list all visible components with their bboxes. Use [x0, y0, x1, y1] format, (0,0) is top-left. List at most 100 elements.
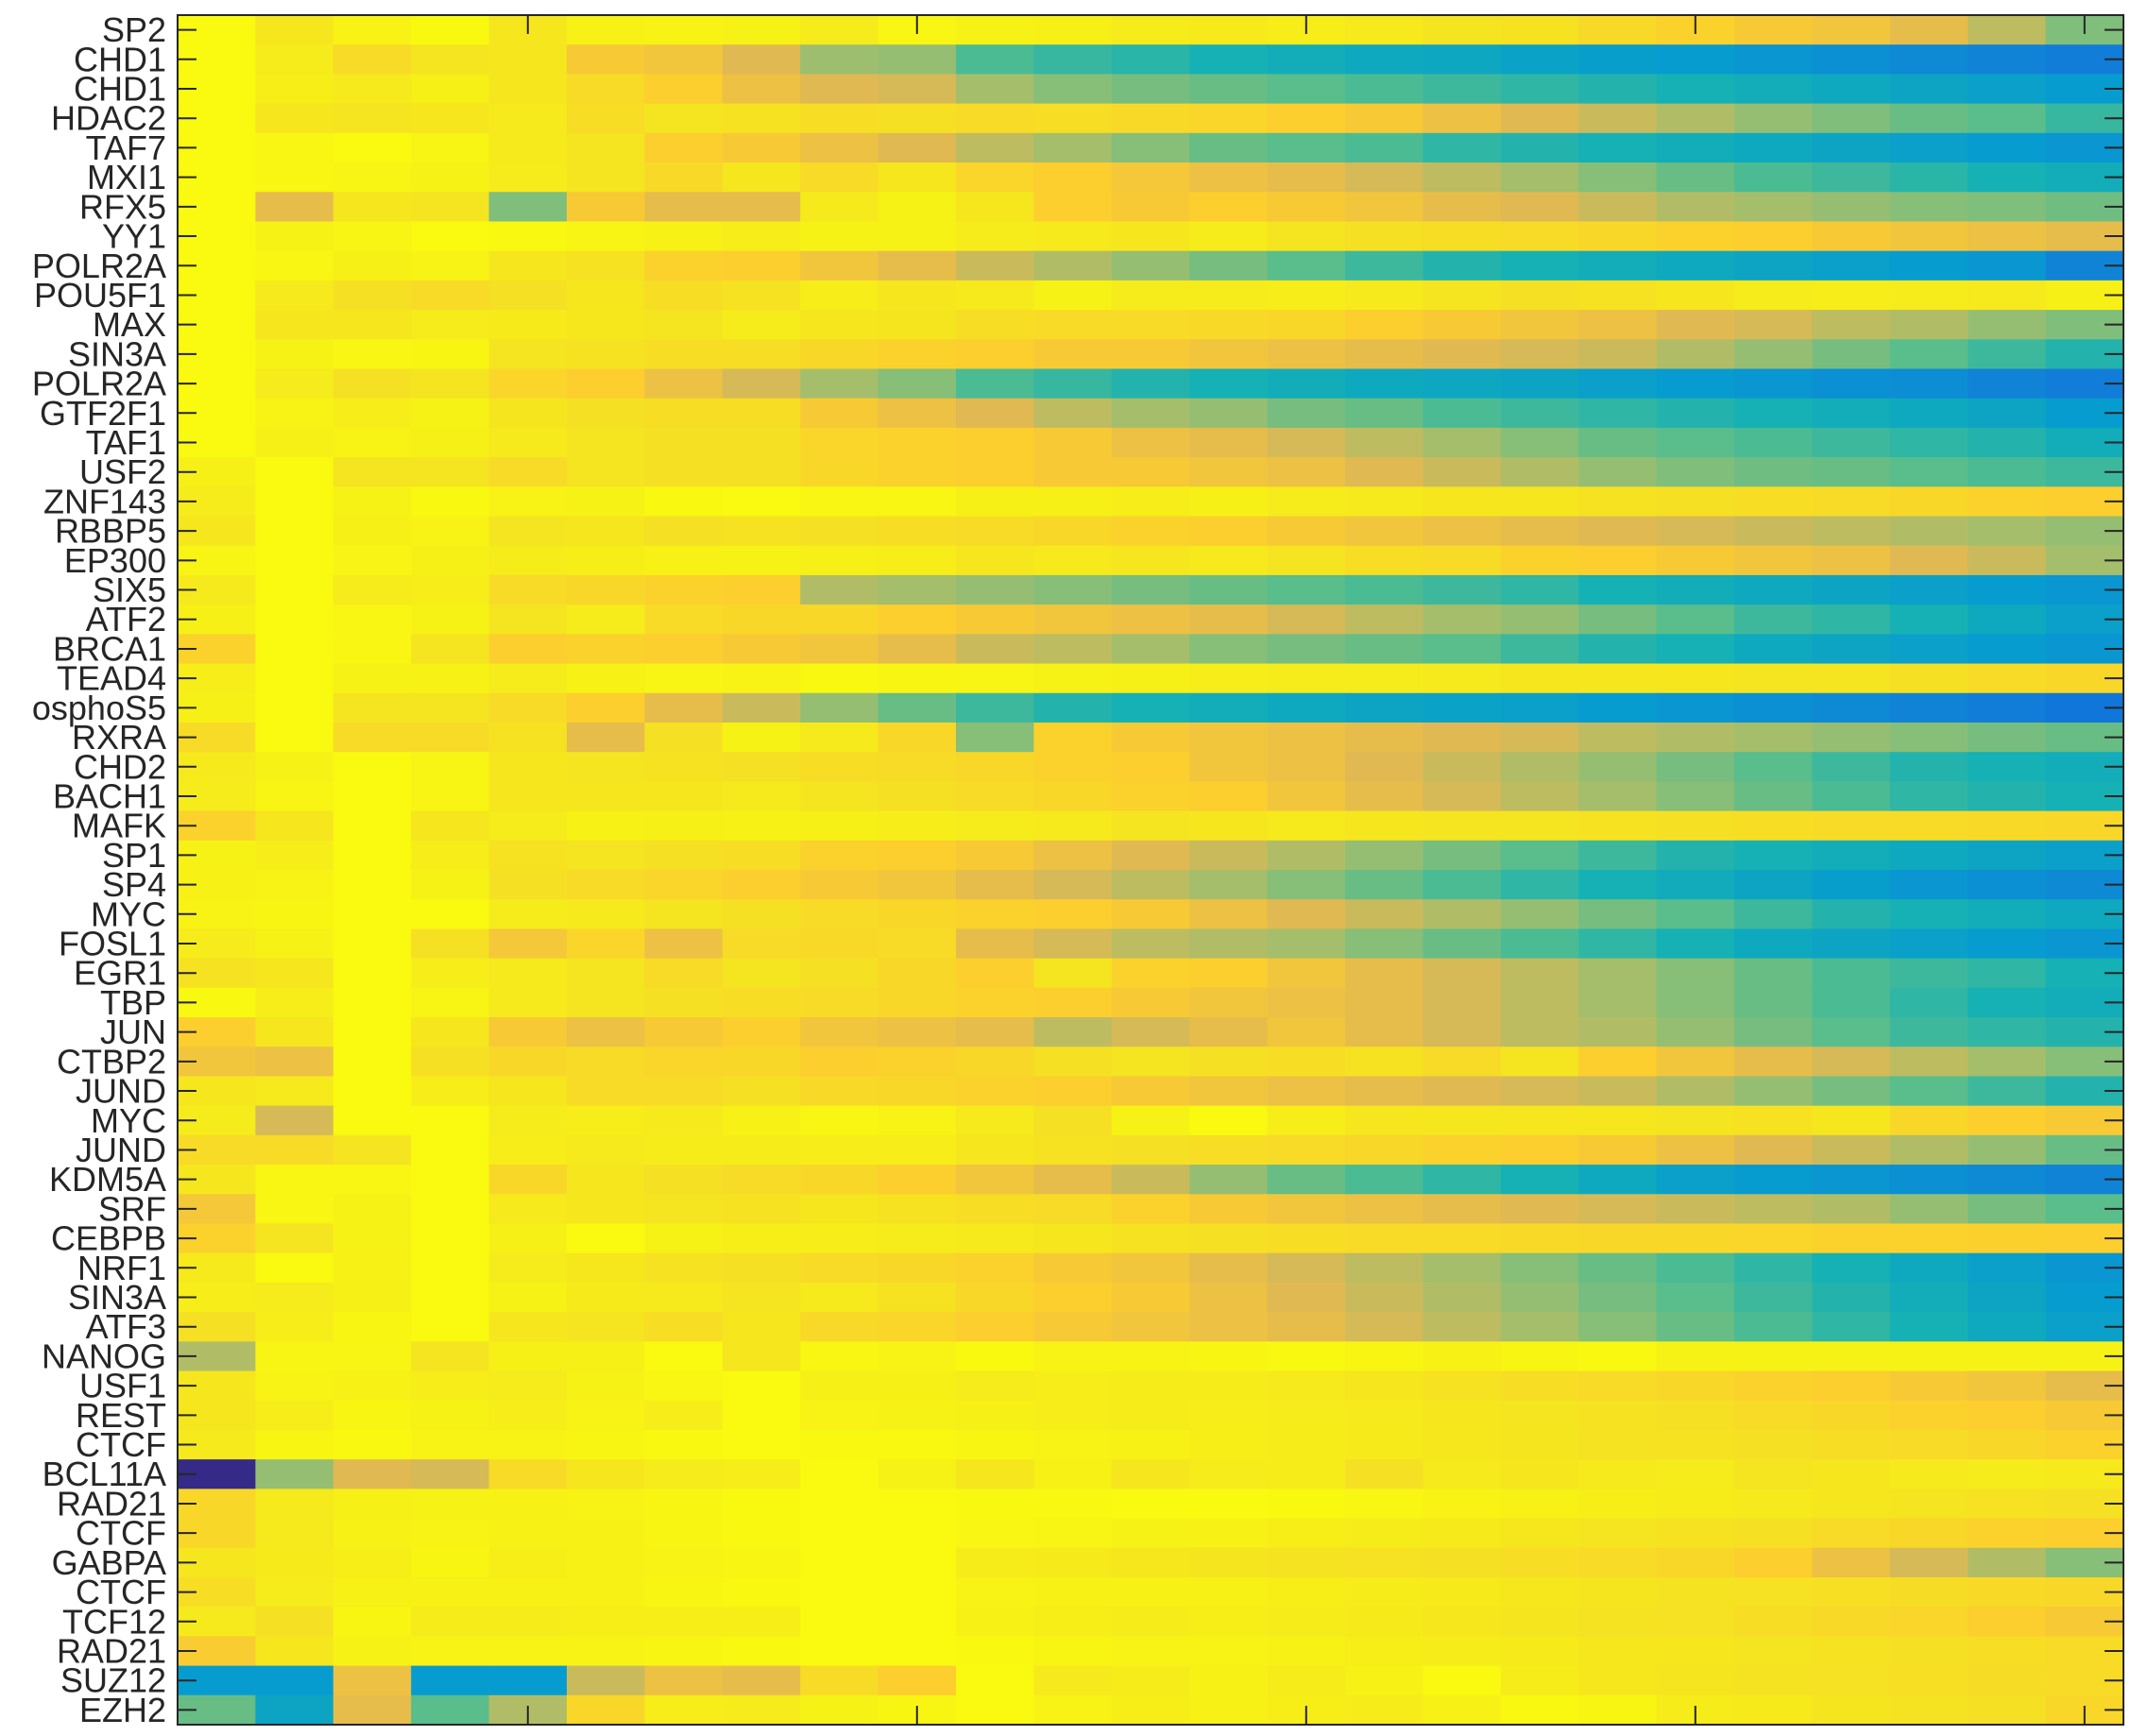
- heatmap-cell: [1345, 1400, 1424, 1431]
- heatmap-cell: [1267, 486, 1346, 518]
- heatmap-cell: [411, 604, 490, 635]
- heatmap-cell: [332, 1370, 412, 1402]
- heatmap-cell: [1812, 1017, 1891, 1047]
- heatmap-cell: [1812, 1105, 1891, 1136]
- heatmap-cell: [1267, 1134, 1346, 1166]
- heatmap-cell: [722, 103, 801, 134]
- heatmap-cell: [332, 1665, 412, 1696]
- heatmap-cell: [1578, 132, 1658, 163]
- heatmap-cell: [332, 1252, 412, 1284]
- heatmap-cell: [1500, 310, 1579, 340]
- heatmap-cell: [1111, 1194, 1190, 1225]
- heatmap-cell: [1734, 574, 1813, 605]
- heatmap-cell: [1656, 545, 1735, 576]
- heatmap-cell: [1111, 1252, 1190, 1284]
- heatmap-cell: [1968, 752, 2047, 782]
- heatmap-cell: [1968, 339, 2047, 370]
- heatmap-cell: [1968, 1489, 2047, 1520]
- heatmap-cell: [956, 899, 1034, 930]
- heatmap-cell: [1968, 103, 2047, 134]
- heatmap-cell: [878, 427, 957, 458]
- heatmap-cell: [1578, 1047, 1658, 1078]
- heatmap-cell: [1812, 339, 1891, 370]
- heatmap-cell: [1734, 1636, 1813, 1667]
- heatmap-cell: [1889, 221, 1969, 252]
- heatmap-cell: [488, 1223, 568, 1254]
- heatmap-cell: [1968, 840, 2047, 871]
- heatmap-cell: [1267, 1636, 1346, 1667]
- heatmap-cell: [1656, 1370, 1735, 1402]
- heatmap-cell: [1111, 840, 1190, 871]
- heatmap-cell: [1812, 398, 1891, 429]
- heatmap-cell: [722, 1636, 801, 1667]
- heatmap-cell: [1033, 1017, 1113, 1047]
- heatmap-cell: [411, 840, 490, 871]
- heatmap-cell: [1968, 1694, 2047, 1726]
- heatmap-cell: [722, 1607, 801, 1637]
- heatmap-cell: [1578, 1607, 1658, 1637]
- row-label: KDM5A: [49, 1160, 166, 1199]
- row-label: SIX5: [93, 570, 166, 609]
- heatmap-cell: [411, 1518, 490, 1549]
- heatmap-cell: [1968, 457, 2047, 487]
- heatmap-cell: [800, 15, 879, 45]
- heatmap-cell: [567, 1223, 645, 1254]
- heatmap-cell: [1345, 339, 1424, 370]
- heatmap-cell: [567, 1194, 645, 1225]
- heatmap-cell: [1656, 516, 1735, 547]
- heatmap-cell: [1111, 752, 1190, 782]
- heatmap-cell: [1033, 1076, 1113, 1107]
- heatmap-cell: [1423, 722, 1502, 753]
- heatmap-cell: [1423, 840, 1502, 871]
- heatmap-cell: [644, 1694, 724, 1726]
- heatmap-cell: [567, 545, 645, 576]
- heatmap-cell: [878, 310, 957, 340]
- heatmap-cell: [1189, 870, 1269, 900]
- heatmap-cell: [722, 781, 801, 812]
- heatmap-cell: [1656, 1105, 1735, 1136]
- heatmap-cell: [567, 604, 645, 635]
- heatmap-cell: [1111, 1105, 1190, 1136]
- heatmap-cell: [1734, 1459, 1813, 1489]
- heatmap-cell: [878, 1165, 957, 1195]
- heatmap-cell: [1500, 427, 1579, 458]
- heatmap-cell: [488, 398, 568, 429]
- heatmap-cell: [722, 516, 801, 547]
- heatmap-cell: [1423, 486, 1502, 518]
- heatmap-cell: [1734, 486, 1813, 518]
- heatmap-cell: [1968, 1607, 2047, 1637]
- heatmap-cell: [1500, 1370, 1579, 1402]
- heatmap-cell: [1345, 1194, 1424, 1225]
- heatmap-cell: [1968, 1459, 2047, 1489]
- heatmap-cell: [1656, 280, 1735, 311]
- heatmap-cell: [1345, 987, 1424, 1018]
- heatmap-cell: [800, 1194, 879, 1225]
- heatmap-cell: [255, 427, 334, 458]
- heatmap-cell: [1578, 221, 1658, 252]
- heatmap-cell: [1812, 1576, 1891, 1608]
- heatmap-cell: [644, 1547, 724, 1578]
- heatmap-cell: [1267, 604, 1346, 635]
- heatmap-cell: [1578, 752, 1658, 782]
- heatmap-cell: [255, 1489, 334, 1520]
- heatmap-cell: [1968, 15, 2047, 45]
- heatmap-cell: [1968, 1547, 2047, 1578]
- heatmap-cell: [488, 74, 568, 105]
- heatmap-cell: [1033, 958, 1113, 989]
- heatmap-cell: [1578, 339, 1658, 370]
- heatmap-cell: [1111, 1017, 1190, 1047]
- heatmap-cell: [1968, 574, 2047, 605]
- heatmap-cell: [255, 1341, 334, 1372]
- heatmap-cell: [255, 1459, 334, 1489]
- heatmap-cell: [1345, 1105, 1424, 1136]
- heatmap-cell: [878, 928, 957, 960]
- heatmap-cell: [722, 1165, 801, 1195]
- heatmap-cell: [1111, 1370, 1190, 1402]
- row-label: BCL11A: [43, 1455, 166, 1493]
- heatmap-cell: [1734, 1518, 1813, 1549]
- heatmap-cell: [1033, 221, 1113, 252]
- heatmap-cell: [956, 427, 1034, 458]
- heatmap-cell: [1500, 604, 1579, 635]
- heatmap-cell: [488, 1429, 568, 1460]
- row-label: NRF1: [77, 1249, 166, 1287]
